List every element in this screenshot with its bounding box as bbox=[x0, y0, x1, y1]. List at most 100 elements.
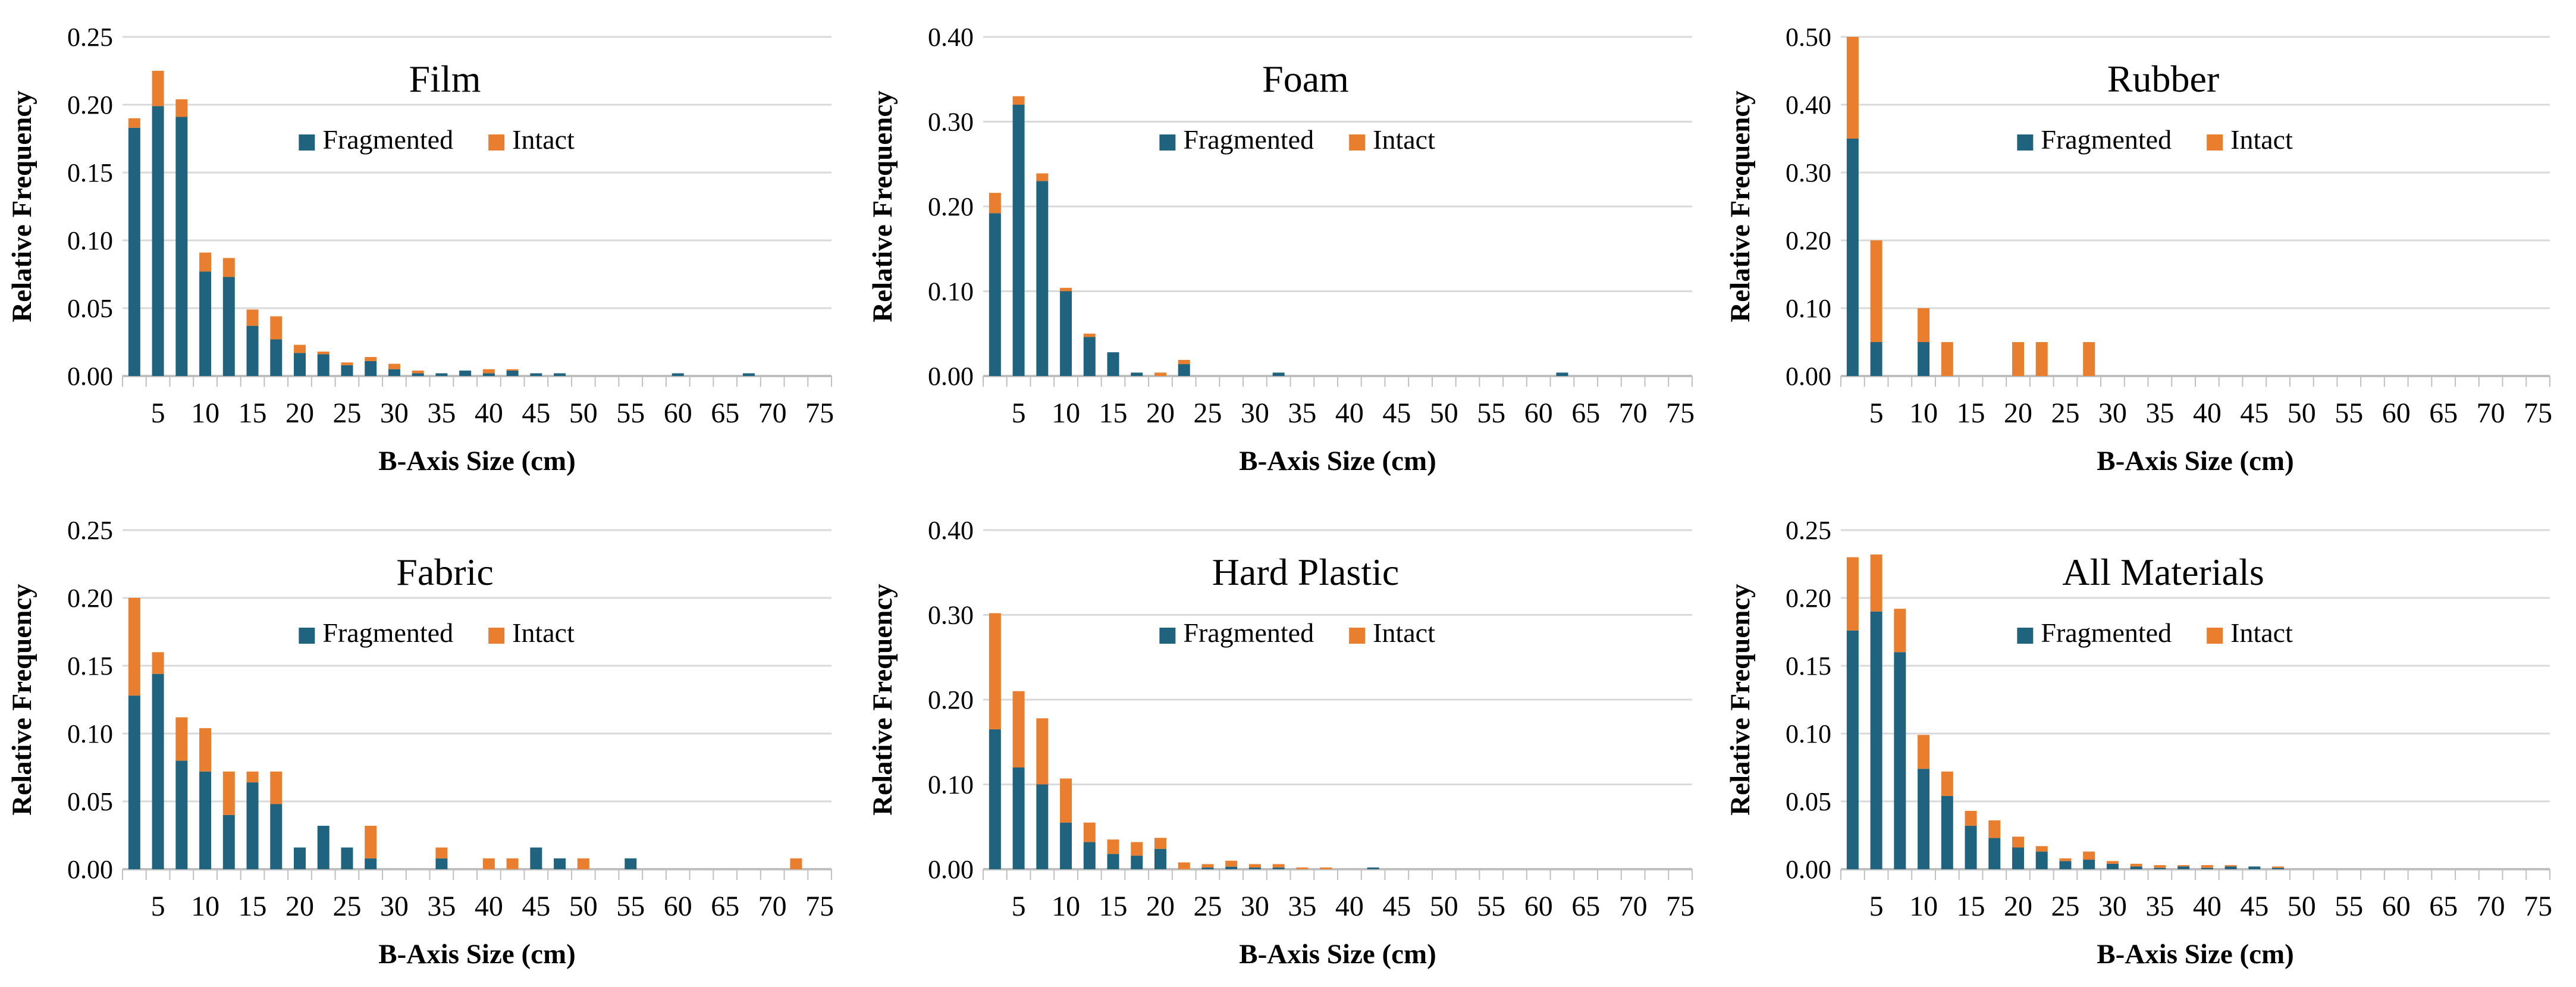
bar-fragmented bbox=[388, 369, 400, 376]
x-tick-label: 10 bbox=[191, 397, 219, 429]
x-tick-label: 35 bbox=[1288, 891, 1316, 922]
y-tick-label: 0.20 bbox=[928, 685, 974, 715]
bar-intact bbox=[175, 717, 188, 761]
bar-intact bbox=[1918, 308, 1930, 342]
bar-fragmented bbox=[1083, 337, 1096, 376]
bar-fragmented bbox=[222, 277, 235, 376]
bar-fragmented bbox=[506, 370, 519, 376]
x-tick-label: 70 bbox=[758, 397, 787, 429]
bar-intact bbox=[1965, 810, 1977, 826]
bar-fragmented bbox=[152, 106, 164, 376]
chart-svg-rubber: 0.00 0.10 0.20 0.30 0.40 0.50 5 10 15 20 25 30 35 40 4… bbox=[1725, 23, 2552, 477]
bar-fragmented bbox=[2106, 863, 2119, 869]
bar-fragmented bbox=[1248, 867, 1261, 869]
bar-intact bbox=[790, 858, 802, 869]
x-tick-label: 50 bbox=[1430, 397, 1458, 429]
x-tick-label: 35 bbox=[1288, 397, 1316, 429]
y-tick-label: 0.40 bbox=[928, 516, 974, 545]
bar-fragmented bbox=[1846, 630, 1859, 869]
y-tick-label: 0.25 bbox=[67, 516, 113, 545]
y-tick-label: 0.10 bbox=[67, 226, 113, 255]
x-tick-label: 70 bbox=[758, 891, 787, 922]
y-axis-title: Relative Frequency bbox=[7, 584, 37, 816]
bar-intact bbox=[2106, 861, 2119, 864]
y-tick-label: 0.10 bbox=[67, 719, 113, 748]
bar-fragmented bbox=[1965, 826, 1977, 869]
y-tick-label: 0.50 bbox=[1786, 23, 1831, 52]
x-tick-label: 50 bbox=[569, 397, 598, 429]
y-axis-title: Relative Frequency bbox=[867, 90, 898, 322]
y-tick-label: 0.10 bbox=[928, 770, 974, 800]
bar-intact bbox=[1060, 287, 1072, 292]
bar-fragmented bbox=[2154, 867, 2166, 869]
legend-swatch-fragmented bbox=[299, 134, 315, 151]
bar-fragmented bbox=[435, 858, 448, 869]
x-axis-title: B-Axis Size (cm) bbox=[2097, 446, 2294, 477]
bar-intact bbox=[506, 369, 519, 371]
bar-fragmented bbox=[1941, 795, 1953, 869]
bar-fragmented bbox=[1918, 769, 1930, 869]
x-tick-label: 65 bbox=[2429, 397, 2458, 429]
legend-swatch-fragmented bbox=[2017, 134, 2034, 151]
bar-fragmented bbox=[1846, 139, 1859, 376]
x-tick-label: 15 bbox=[1099, 397, 1128, 429]
bar-fragmented bbox=[1272, 372, 1285, 376]
legend-label-fragmented: Fragmented bbox=[322, 618, 453, 648]
bar-intact bbox=[1846, 37, 1859, 139]
bar-intact bbox=[1870, 240, 1882, 342]
chart-svg-film: 0.00 0.05 0.10 0.15 0.20 0.25 5 10 15 20 25 30 35 40 4… bbox=[7, 23, 834, 477]
x-tick-label: 60 bbox=[664, 891, 692, 922]
x-tick-label: 5 bbox=[1869, 891, 1884, 922]
chart-svg-foam: 0.00 0.10 0.20 0.30 0.40 5 10 15 20 25 30 35 40 45 50 5… bbox=[867, 23, 1695, 477]
x-tick-label: 25 bbox=[332, 397, 361, 429]
x-tick-label: 30 bbox=[1241, 891, 1269, 922]
x-tick-label: 5 bbox=[1869, 397, 1884, 429]
bar-intact bbox=[222, 258, 235, 277]
x-tick-label: 25 bbox=[1193, 891, 1222, 922]
bar-intact bbox=[1918, 735, 1930, 769]
x-tick-label: 5 bbox=[1012, 397, 1026, 429]
legend-label-intact: Intact bbox=[512, 124, 575, 155]
x-tick-label: 25 bbox=[1193, 397, 1222, 429]
bar-fragmented bbox=[341, 847, 353, 869]
x-tick-label: 65 bbox=[2429, 891, 2458, 922]
bar-intact bbox=[1941, 771, 1953, 796]
bar-intact bbox=[246, 309, 259, 326]
legend-swatch-fragmented bbox=[299, 628, 315, 644]
bar-intact bbox=[2059, 858, 2072, 861]
bar-fragmented bbox=[1107, 352, 1119, 376]
bar-fragmented bbox=[1083, 842, 1096, 869]
chart-foam: 0.00 0.10 0.20 0.30 0.40 5 10 15 20 25 30 35 40 45 50 5… bbox=[861, 0, 1719, 494]
bar-fragmented bbox=[1178, 364, 1190, 376]
y-tick-label: 0.00 bbox=[928, 362, 974, 391]
y-axis-title: Relative Frequency bbox=[7, 90, 37, 322]
x-tick-label: 15 bbox=[1957, 397, 1985, 429]
x-axis-title: B-Axis Size (cm) bbox=[2097, 939, 2294, 970]
bar-intact bbox=[1083, 822, 1096, 842]
legend-swatch-fragmented bbox=[1159, 134, 1176, 151]
bar-fragmented bbox=[459, 370, 472, 376]
bar-intact bbox=[2130, 863, 2142, 867]
x-tick-label: 20 bbox=[2004, 891, 2032, 922]
bar-intact bbox=[1870, 554, 1882, 612]
legend-label-fragmented: Fragmented bbox=[2041, 124, 2172, 155]
bar-fragmented bbox=[341, 365, 353, 376]
bar-fragmented bbox=[1201, 867, 1214, 869]
x-tick-label: 15 bbox=[1957, 891, 1985, 922]
x-tick-label: 35 bbox=[427, 397, 456, 429]
bar-fragmented bbox=[412, 373, 424, 376]
bar-fragmented bbox=[1988, 838, 2001, 869]
bar-intact bbox=[989, 613, 1001, 729]
y-tick-label: 0.00 bbox=[67, 855, 113, 884]
bar-intact bbox=[2224, 865, 2237, 867]
bar-intact bbox=[222, 771, 235, 815]
x-tick-label: 10 bbox=[1909, 397, 1938, 429]
x-tick-label: 30 bbox=[2098, 891, 2127, 922]
bar-intact bbox=[152, 652, 164, 674]
bar-fragmented bbox=[989, 729, 1001, 869]
bar-fragmented bbox=[742, 373, 755, 376]
x-tick-label: 40 bbox=[2193, 891, 2222, 922]
x-tick-label: 65 bbox=[711, 397, 739, 429]
legend-label-fragmented: Fragmented bbox=[322, 124, 453, 155]
bar-intact bbox=[1248, 864, 1261, 868]
